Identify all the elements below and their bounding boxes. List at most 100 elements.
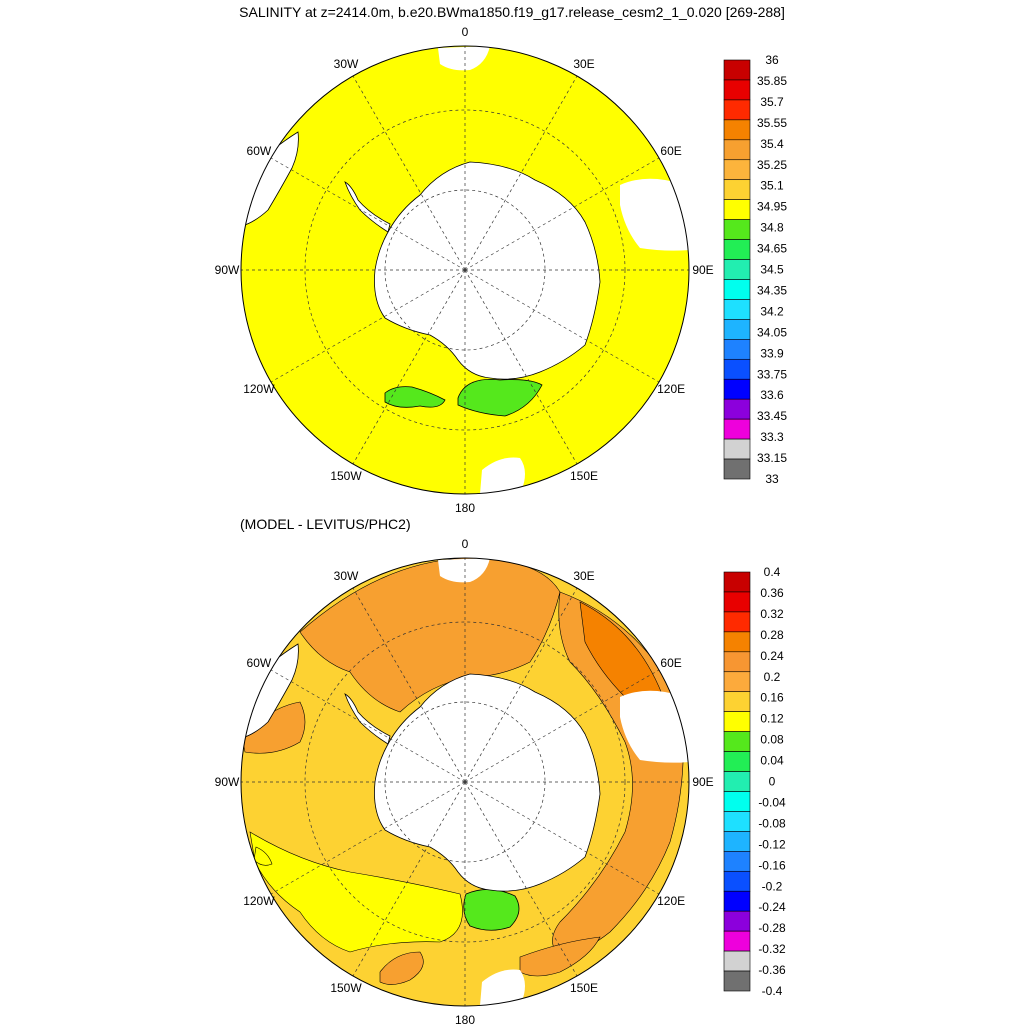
colorbar-swatch — [723, 358, 751, 380]
colorbar-swatch — [723, 930, 751, 952]
africa-land — [438, 46, 490, 71]
colorbar-label: 36 — [765, 53, 779, 67]
meridian-line — [464, 781, 578, 977]
colorbar-label: 0.16 — [760, 691, 784, 705]
salinity-longitude-labels: 0 30E 60E 90E 120E 150E 180 150W 120W 90W 60W 30W — [215, 25, 714, 512]
weak-anomaly-pacific — [249, 831, 463, 953]
colorbar-swatch — [723, 279, 751, 300]
colorbar-label: 35.55 — [757, 116, 787, 130]
salinity-map-boundary — [240, 45, 690, 495]
longitude-label: 60E — [660, 656, 681, 670]
longitude-label: 150E — [570, 469, 598, 483]
colorbar-swatch — [723, 438, 751, 460]
colorbar-label: -0.08 — [758, 816, 786, 830]
longitude-label: 60W — [247, 144, 272, 158]
longitude-label: 120E — [657, 894, 685, 908]
longitude-label: 30W — [334, 569, 359, 583]
colorbar-label: 33.6 — [760, 388, 784, 402]
colorbar-swatch — [723, 119, 751, 141]
difference-title: (MODEL - LEVITUS/PHC2) — [240, 516, 411, 532]
colorbar-label: 0.08 — [760, 733, 784, 747]
positive-anomaly-southeast — [519, 936, 601, 977]
colorbar-swatch — [723, 831, 751, 852]
longitude-label: 150W — [330, 981, 362, 995]
colorbar-swatch — [723, 791, 751, 812]
colorbar-swatch — [723, 458, 751, 480]
longitude-label: 0 — [462, 25, 469, 39]
colorbar-swatch — [723, 811, 751, 832]
low-salinity-patch-west — [384, 386, 446, 408]
colorbar-swatch — [723, 319, 751, 340]
colorbar-swatch — [723, 711, 751, 732]
colorbar-swatch — [723, 771, 751, 792]
antarctica-land-lower — [374, 673, 601, 892]
main-title: SALINITY at z=2414.0m, b.e20.BWma1850.f1… — [239, 4, 785, 20]
colorbar-swatch — [723, 890, 751, 912]
salinity-colorbar: 36 35.85 35.7 35.55 35.4 35.25 35.1 34.95 34.8 34… — [723, 53, 787, 486]
colorbar-swatch — [723, 339, 751, 360]
colorbar-label: 0.04 — [760, 754, 784, 768]
colorbar-swatch — [723, 691, 751, 712]
meridian-line — [352, 269, 466, 465]
colorbar-label: 33.15 — [757, 451, 787, 465]
colorbar-label: 35.25 — [757, 158, 787, 172]
longitude-label: 30E — [573, 57, 594, 71]
meridian-line — [464, 269, 660, 383]
colorbar-label: 35.7 — [760, 95, 784, 109]
positive-anomaly-atlantic — [299, 558, 561, 713]
colorbar-swatch — [723, 870, 751, 892]
longitude-label: 120W — [243, 382, 275, 396]
meridian-line — [464, 157, 660, 271]
colorbar-label: 33.3 — [760, 430, 784, 444]
colorbar-swatch — [723, 59, 751, 81]
colorbar-label: 0.28 — [760, 628, 784, 642]
colorbar-swatch — [723, 299, 751, 320]
longitude-label: 60W — [247, 656, 272, 670]
colorbar-label: -0.36 — [758, 963, 786, 977]
colorbar-label: -0.16 — [758, 858, 786, 872]
longitude-label: 90E — [692, 775, 713, 789]
longitude-label: 90W — [215, 263, 240, 277]
colorbar-swatch — [723, 418, 751, 440]
colorbar-swatch — [723, 79, 751, 101]
negative-anomaly-ross — [463, 889, 520, 931]
colorbar-label: 34.95 — [757, 200, 787, 214]
meridian-line — [270, 269, 466, 383]
colorbar-swatch — [723, 99, 751, 121]
meridian-line — [464, 781, 660, 895]
colorbar-swatch — [723, 751, 751, 772]
antarctica-land — [374, 161, 601, 380]
meridian-line — [464, 75, 578, 271]
colorbar-label: -0.24 — [758, 900, 786, 914]
new-zealand-land — [480, 457, 525, 494]
meridian-line — [270, 781, 466, 895]
colorbar-label: 0.32 — [760, 607, 784, 621]
colorbar-swatch — [723, 950, 751, 972]
colorbar-swatch — [723, 671, 751, 693]
colorbar-label: 0 — [769, 775, 776, 789]
colorbar-swatch — [723, 179, 751, 200]
longitude-label: 150W — [330, 469, 362, 483]
colorbar-swatch — [723, 611, 751, 633]
colorbar-label: 35.85 — [757, 74, 787, 88]
meridian-line — [352, 781, 466, 977]
weak-anomaly-small — [253, 846, 273, 866]
colorbar-swatch — [723, 219, 751, 240]
colorbar-label: 0.36 — [760, 586, 784, 600]
longitude-label: 30W — [334, 57, 359, 71]
colorbar-label: 33.9 — [760, 346, 784, 360]
longitude-label: 60E — [660, 144, 681, 158]
colorbar-label: 0.4 — [764, 565, 781, 579]
antarctic-peninsula-lower — [344, 693, 391, 745]
meridian-line — [464, 669, 660, 783]
colorbar-label: 34.2 — [760, 304, 784, 318]
colorbar-swatch — [723, 651, 751, 673]
colorbar-swatch — [723, 259, 751, 280]
colorbar-swatch — [723, 139, 751, 161]
colorbar-label: -0.28 — [758, 921, 786, 935]
colorbar-label: 34.65 — [757, 242, 787, 256]
longitude-label: 120W — [243, 894, 275, 908]
longitude-label: 180 — [455, 501, 475, 512]
colorbar-label: 34.05 — [757, 325, 787, 339]
colorbar-label: -0.32 — [758, 942, 786, 956]
